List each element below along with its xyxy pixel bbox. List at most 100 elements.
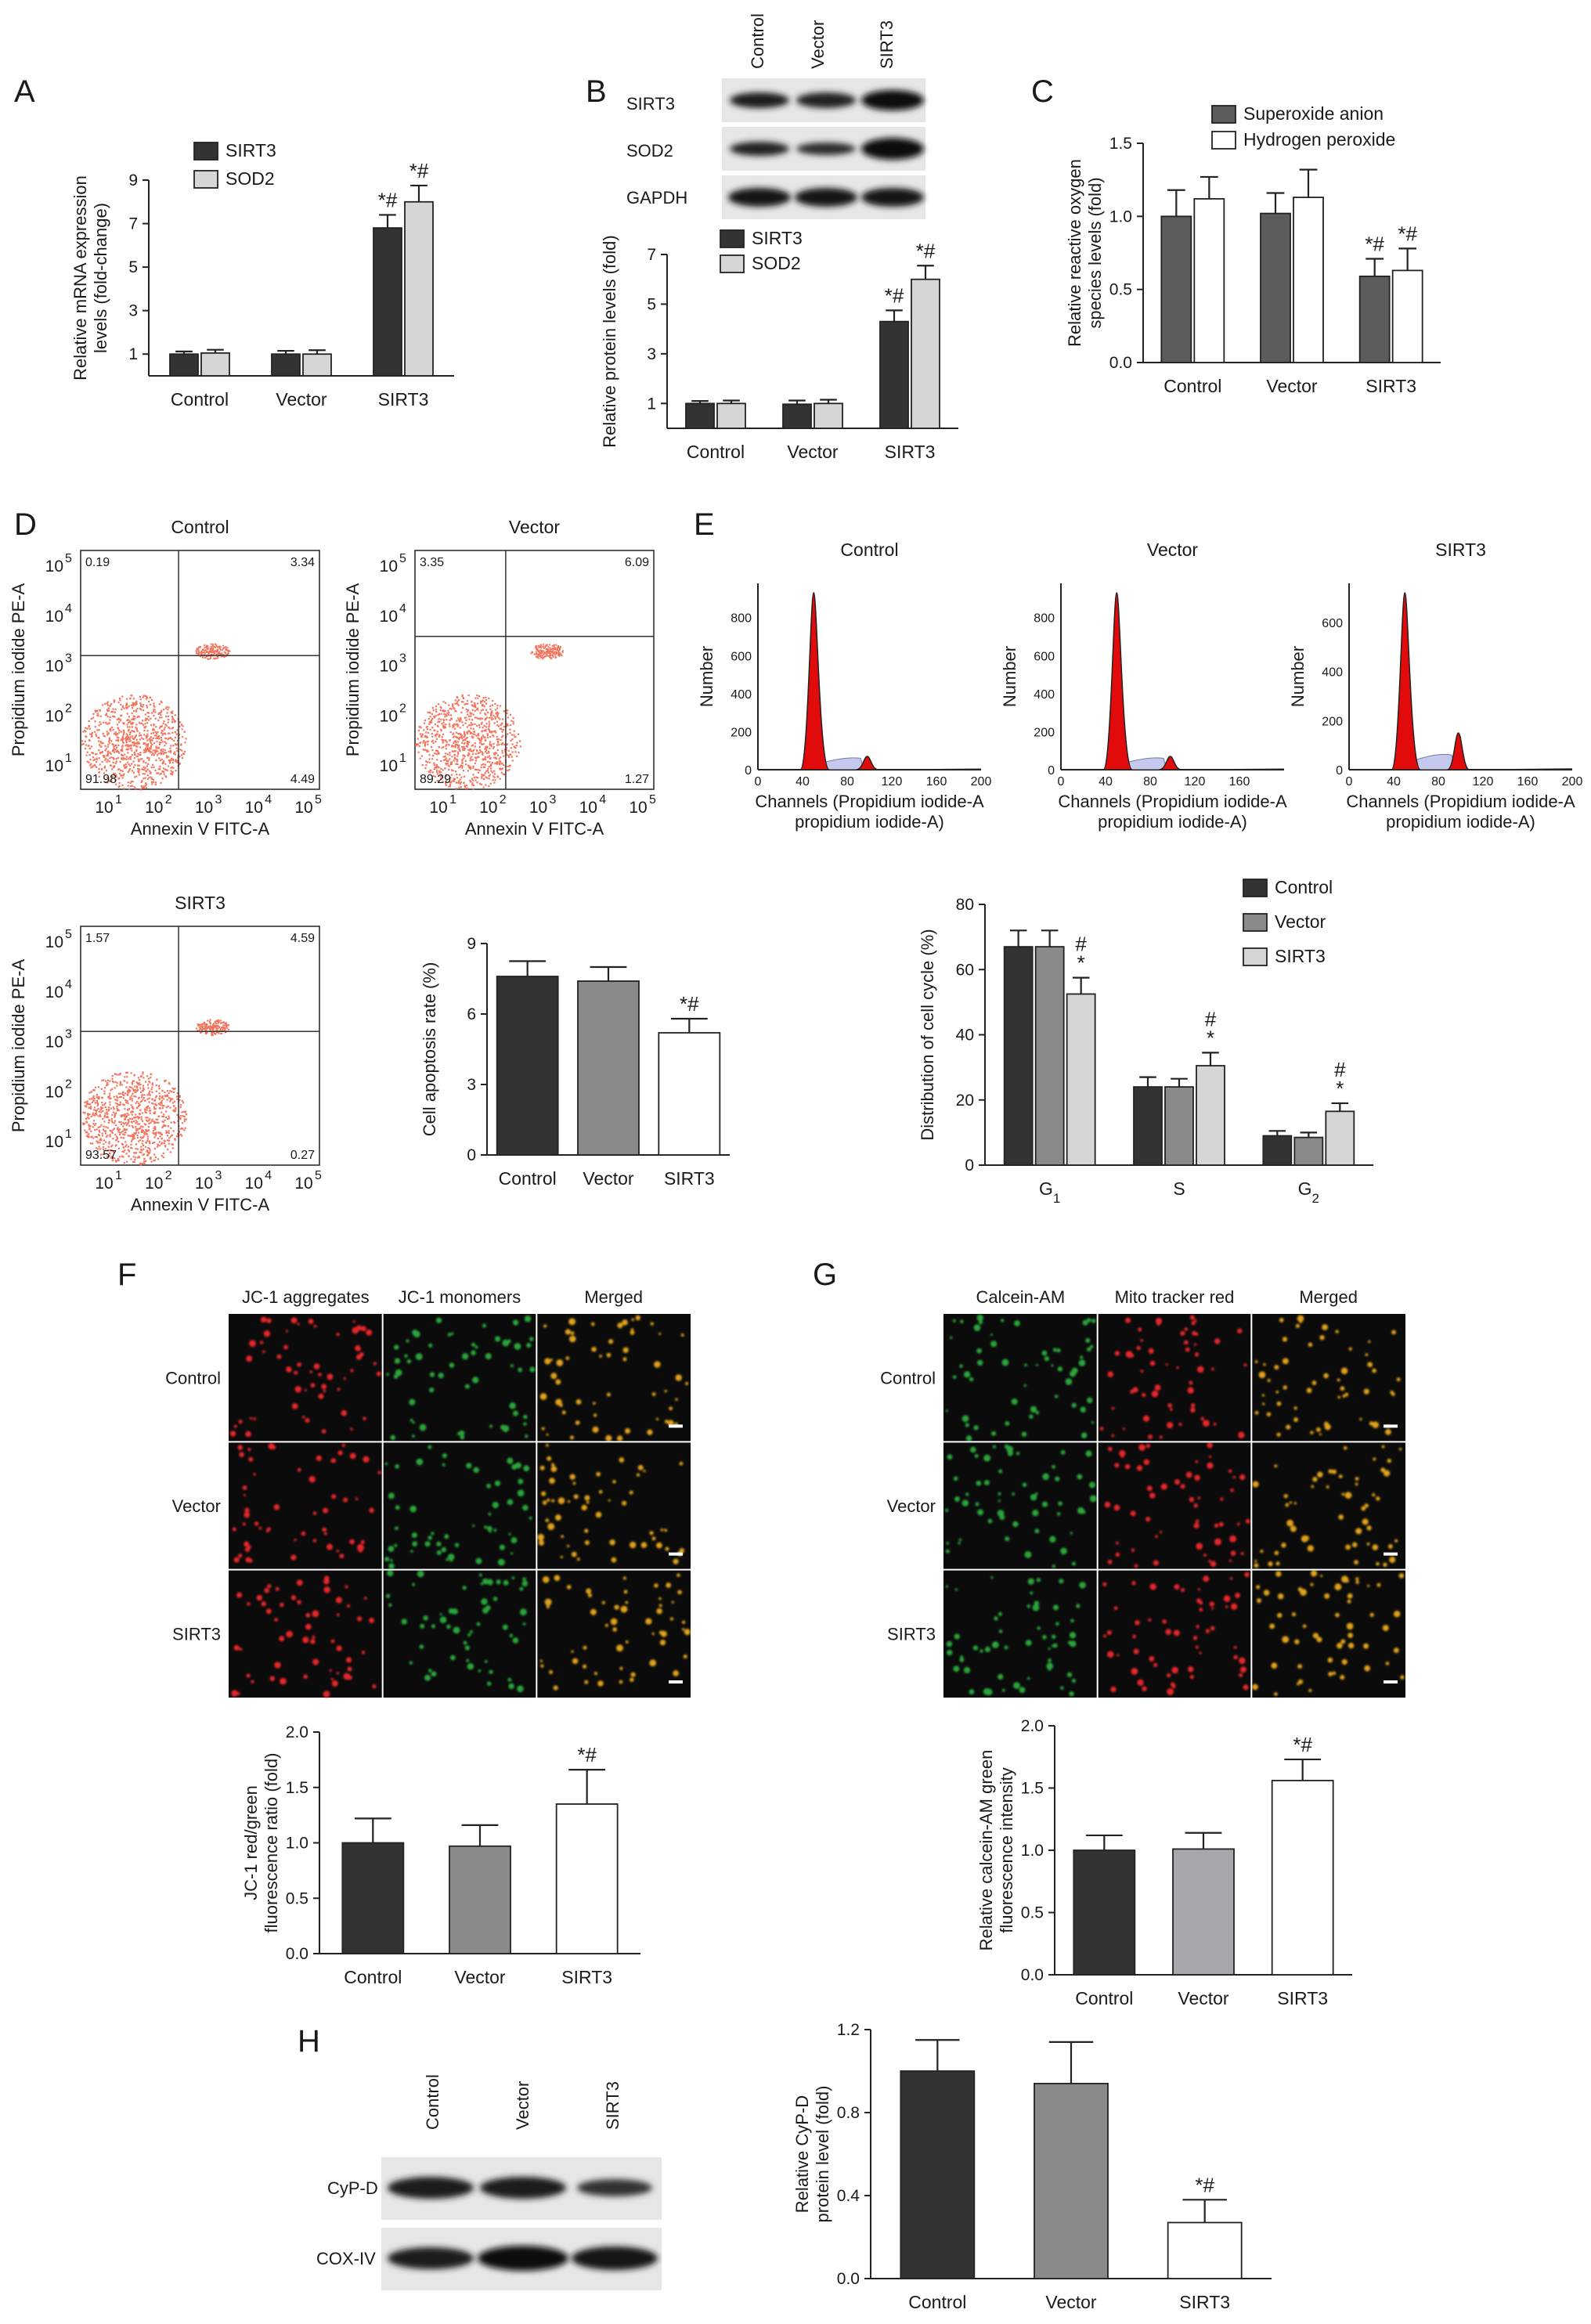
- micro-cell: [1344, 1392, 1349, 1397]
- flow-dot: [420, 755, 423, 757]
- flow-dot: [429, 728, 431, 731]
- flow-dot: [126, 1160, 128, 1163]
- flow-dot: [225, 649, 227, 651]
- flow-dot: [209, 658, 211, 660]
- flow-dot: [153, 1099, 157, 1102]
- flow-dot: [146, 1135, 149, 1138]
- flow-dot: [463, 739, 465, 742]
- flow-dot: [440, 767, 442, 770]
- flow-dot: [143, 785, 146, 788]
- flow-dot: [202, 1023, 204, 1025]
- flow-dot: [131, 695, 133, 697]
- micro-cell: [1256, 1598, 1261, 1604]
- flow-dot: [490, 763, 492, 766]
- flow-dot: [136, 1087, 139, 1089]
- flow-dot: [199, 1027, 201, 1029]
- micro-cell: [419, 1644, 424, 1649]
- flow-dot: [143, 726, 146, 728]
- flow-dot: [122, 774, 124, 777]
- flow-dot: [99, 1109, 102, 1111]
- flow-dot: [471, 719, 474, 721]
- micro-cell: [1004, 1444, 1009, 1449]
- x-axis-label-2: propidium iodide-A): [1098, 812, 1247, 832]
- flow-dot: [112, 728, 114, 731]
- flow-dot: [122, 1097, 124, 1099]
- flow-dot: [450, 745, 453, 748]
- flow-dot: [145, 717, 147, 720]
- flow-dot: [138, 768, 141, 770]
- quadrant-percentage: 1.27: [625, 773, 649, 786]
- flow-dot: [492, 731, 495, 733]
- x-tick-label: Vector: [583, 1168, 634, 1189]
- flow-dot: [163, 1142, 165, 1145]
- flow-dot: [113, 751, 116, 753]
- flow-dot: [436, 759, 438, 761]
- micro-cell: [1354, 1560, 1359, 1565]
- micro-cell: [1345, 1544, 1351, 1550]
- x-tick-label: 200: [971, 775, 992, 788]
- flow-dot: [112, 756, 114, 760]
- micro-cell: [1079, 1582, 1086, 1589]
- flow-dot: [149, 1094, 151, 1096]
- micro-cell: [543, 1576, 550, 1583]
- flow-dot: [127, 726, 129, 728]
- flow-dot: [215, 644, 218, 646]
- significance-marker: # *: [1075, 933, 1087, 975]
- flow-dot: [121, 1093, 124, 1095]
- flow-dot: [170, 759, 172, 761]
- flow-dot: [107, 750, 110, 752]
- flow-dot: [108, 1119, 111, 1122]
- flow-dot: [481, 717, 484, 720]
- flow-dot: [448, 713, 450, 716]
- flow-dot: [164, 1095, 166, 1097]
- flow-dot: [167, 1124, 170, 1128]
- flow-dot: [134, 1088, 136, 1092]
- micro-cell: [637, 1464, 644, 1471]
- micro-cell: [304, 1388, 307, 1391]
- flow-dot: [109, 752, 111, 754]
- flow-dot: [456, 700, 459, 702]
- flow-dot: [118, 731, 121, 734]
- x-tick-label: 120: [1185, 775, 1206, 788]
- x-tick-label: 10: [95, 799, 113, 817]
- flow-dot: [110, 1149, 112, 1151]
- micro-cell: [584, 1540, 590, 1546]
- flow-dot: [132, 766, 135, 768]
- flow-dot: [453, 742, 455, 745]
- flow-dot: [134, 704, 136, 706]
- flow-dot: [476, 724, 478, 727]
- flow-dot: [427, 743, 429, 745]
- flow-dot: [157, 736, 160, 738]
- flow-dot: [453, 725, 455, 727]
- micro-cell: [330, 1460, 334, 1463]
- micro-cell: [248, 1456, 254, 1462]
- flow-dot: [97, 1108, 99, 1110]
- flow-dot: [85, 731, 87, 733]
- micro-cell: [393, 1374, 399, 1379]
- scale-bar: [669, 1552, 683, 1556]
- flow-dot: [121, 774, 123, 777]
- x-tick-label: Control: [344, 1967, 402, 1987]
- flow-dot: [161, 1142, 164, 1144]
- flow-dot: [170, 745, 172, 747]
- flow-dot: [159, 725, 162, 728]
- micro-cell: [1167, 1421, 1174, 1429]
- micro-cell: [550, 1466, 557, 1472]
- micro-cell: [507, 1457, 514, 1464]
- flow-dot: [207, 1027, 209, 1030]
- flow-dot: [135, 1130, 138, 1132]
- flow-dot: [132, 1133, 134, 1135]
- flow-dot: [173, 1100, 176, 1103]
- x-tick-label: SIRT3: [885, 442, 936, 462]
- micro-cell: [1254, 1410, 1259, 1415]
- flow-dot: [482, 753, 484, 756]
- micro-cell: [959, 1364, 963, 1368]
- micro-cell: [1103, 1634, 1106, 1638]
- flow-dot: [131, 763, 133, 765]
- micro-cell: [363, 1416, 366, 1420]
- micro-cell: [1271, 1662, 1278, 1669]
- flow-dot: [502, 763, 504, 767]
- flow-dot: [96, 758, 98, 760]
- flow-dot: [103, 755, 106, 757]
